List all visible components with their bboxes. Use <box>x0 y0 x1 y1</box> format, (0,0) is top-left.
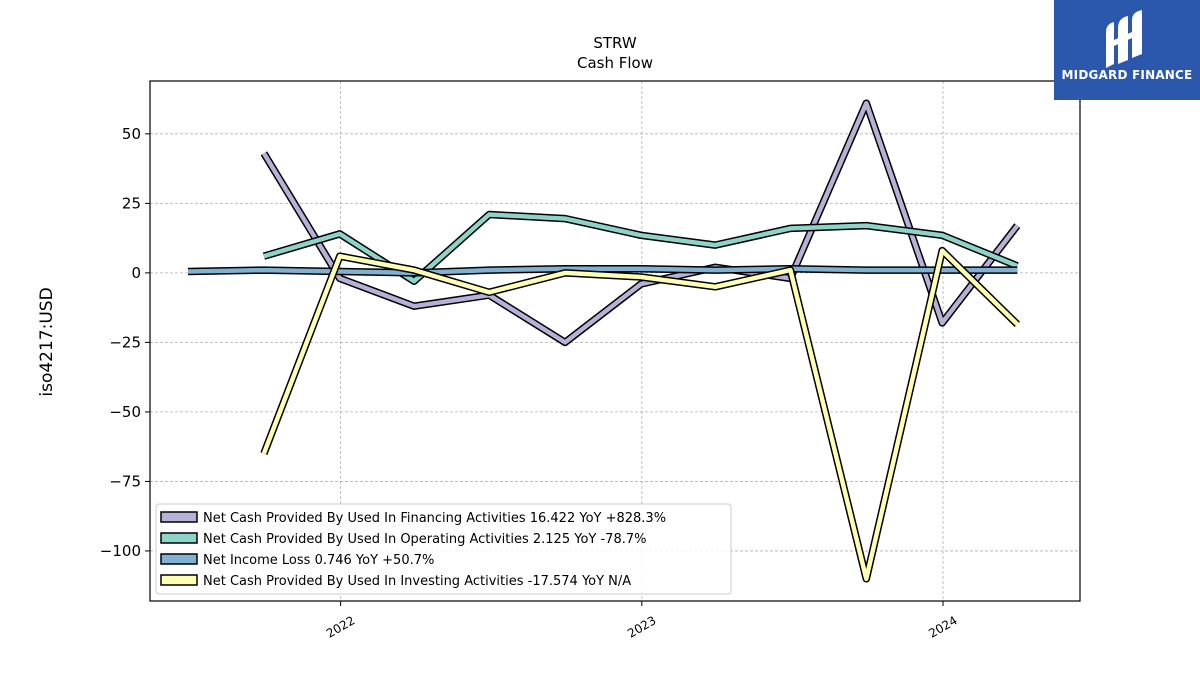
x-tick-label: 2022 <box>324 613 357 640</box>
logo-text: MIDGARD FINANCE <box>1061 68 1193 82</box>
legend-label-3: Net Cash Provided By Used In Investing A… <box>203 574 631 589</box>
legend-swatch-1 <box>160 532 198 544</box>
x-tick-label: 2023 <box>625 613 658 640</box>
y-tick-label: −50 <box>109 403 141 421</box>
y-axis-label: iso4217:USD <box>37 287 57 396</box>
legend-box <box>155 503 732 595</box>
legend-label-2: Net Income Loss 0.746 YoY +50.7% <box>203 553 434 568</box>
series-line-3 <box>261 248 1019 582</box>
y-tick-label: 0 <box>131 264 141 282</box>
chart-subtitle: Cash Flow <box>577 54 653 72</box>
legend-label-1: Net Cash Provided By Used In Operating A… <box>203 532 646 547</box>
y-tick-label: 50 <box>122 125 141 143</box>
y-tick-label: −100 <box>100 542 141 560</box>
midgard-finance-logo: MIDGARD FINANCE <box>1054 0 1200 100</box>
chart-title: STRW <box>593 34 636 52</box>
legend-swatch-3 <box>160 574 198 586</box>
legend-swatch-2 <box>160 553 198 565</box>
y-tick-label: −25 <box>109 333 141 351</box>
legend: Net Cash Provided By Used In Financing A… <box>155 503 732 595</box>
x-tick-label: 2024 <box>926 613 959 640</box>
plot-frame <box>149 80 1081 602</box>
series-line-outline-0 <box>260 99 1021 347</box>
series-lines <box>187 99 1021 583</box>
series-line-2 <box>187 266 1018 276</box>
legend-swatch-0 <box>160 511 198 523</box>
logo-mark-icon <box>1106 10 1142 68</box>
y-tick-label: 25 <box>122 194 141 212</box>
legend-label-0: Net Cash Provided By Used In Financing A… <box>203 511 666 526</box>
series-line-0 <box>261 100 1020 345</box>
y-tick-label: −75 <box>109 472 141 490</box>
